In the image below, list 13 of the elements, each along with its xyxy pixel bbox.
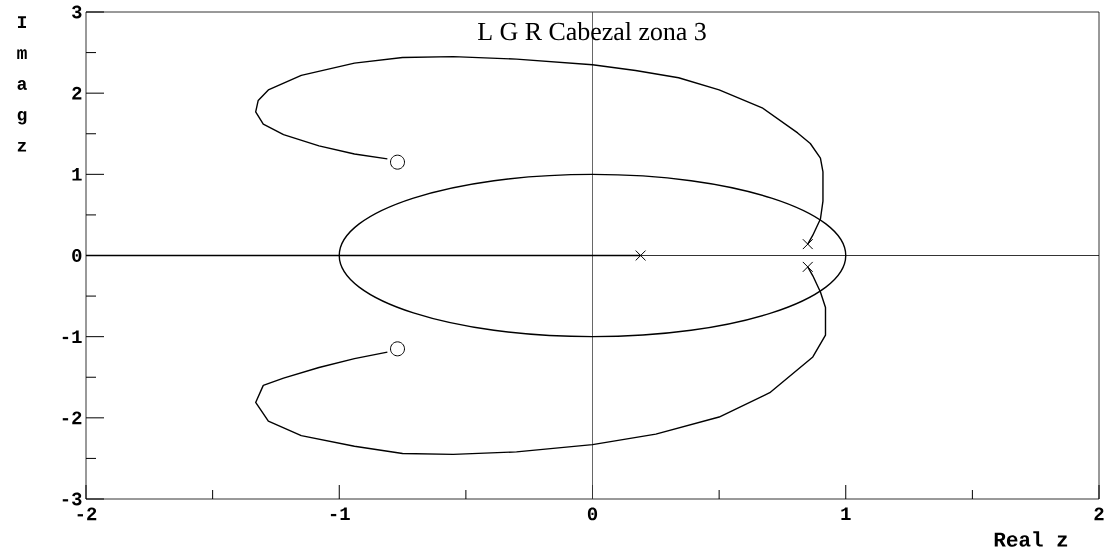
y-tick-label: 0 (72, 249, 82, 262)
x-tick-label: 1 (841, 507, 851, 520)
y-tick-label: -2 (62, 411, 82, 425)
x-axis-title: Real z (994, 531, 1068, 547)
y-tick-label: -1 (62, 330, 82, 343)
y-tick-label: 1 (72, 168, 82, 181)
y-tick-label: -3 (62, 492, 82, 506)
x-tick-label: 0 (587, 507, 598, 521)
y-tick-label: 2 (72, 86, 82, 100)
x-tick-label: 2 (1094, 507, 1104, 521)
y-axis-title: Imag z (17, 16, 27, 152)
y-tick-label: 3 (71, 5, 82, 19)
x-tick-label: -1 (330, 507, 350, 520)
